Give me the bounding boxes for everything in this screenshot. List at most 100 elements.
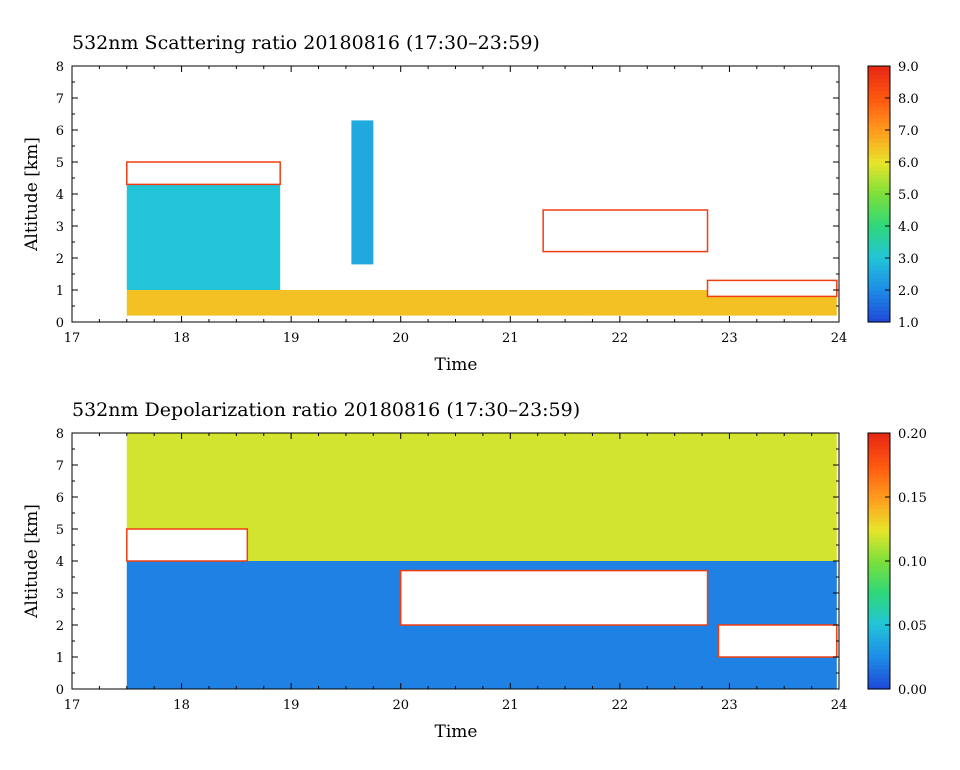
colorbar-swatch: [868, 669, 890, 674]
depolarization-plot-area: [126, 433, 838, 689]
colorbar-swatch: [868, 657, 890, 662]
colorbar-swatch: [868, 142, 890, 147]
y-tick-label: 5: [56, 156, 64, 171]
colorbar-swatch: [868, 222, 890, 227]
colorbar-swatch: [868, 74, 890, 79]
y-tick-label: 1: [56, 651, 64, 666]
colorbar-swatch: [868, 138, 890, 143]
colorbar-swatch: [868, 290, 890, 295]
colorbar-swatch: [868, 114, 890, 119]
colorbar-swatch: [868, 653, 890, 658]
colorbar-swatch: [868, 210, 890, 215]
colorbar-tick-label: 2.0: [898, 284, 919, 299]
colorbar-swatch: [868, 665, 890, 670]
colorbar-swatch: [868, 310, 890, 315]
colorbar-swatch: [868, 645, 890, 650]
colorbar-swatch: [868, 166, 890, 171]
colorbar-swatch: [868, 198, 890, 203]
colorbar-tick-label: 8.0: [898, 92, 919, 107]
colorbar-swatch: [868, 569, 890, 574]
colorbar-swatch: [868, 541, 890, 546]
colorbar-swatch: [868, 537, 890, 542]
colorbar-swatch: [868, 585, 890, 590]
colorbar-swatch: [868, 521, 890, 526]
colorbar-swatch: [868, 489, 890, 494]
y-tick-label: 4: [56, 555, 64, 570]
colorbar-swatch: [868, 549, 890, 554]
colorbar-swatch: [868, 481, 890, 486]
colorbar-swatch: [868, 497, 890, 502]
y-tick-label: 0: [56, 683, 64, 698]
colorbar-swatch: [868, 441, 890, 446]
colorbar-tick-label: 5.0: [898, 188, 919, 203]
colorbar-swatch: [868, 66, 890, 71]
colorbar-swatch: [868, 94, 890, 99]
colorbar-tick-label: 6.0: [898, 156, 919, 171]
colorbar-swatch: [868, 90, 890, 95]
colorbar-swatch: [868, 649, 890, 654]
colorbar-swatch: [868, 561, 890, 566]
colorbar-swatch: [868, 457, 890, 462]
colorbar-swatch: [868, 513, 890, 518]
colorbar-swatch: [868, 605, 890, 610]
heatmap-region-edge: [542, 209, 709, 253]
colorbar-swatch: [868, 597, 890, 602]
colorbar-tick-label: 3.0: [898, 252, 919, 267]
heatmap-region-edge: [126, 528, 249, 562]
y-tick-label: 7: [56, 92, 64, 107]
colorbar-swatch: [868, 637, 890, 642]
colorbar-swatch: [868, 493, 890, 498]
heatmap-region-cloud-layer: [126, 162, 281, 185]
colorbar-tick-label: 9.0: [898, 60, 919, 75]
colorbar-swatch: [868, 449, 890, 454]
depolarization-xlabel: Time: [435, 722, 478, 742]
colorbar-swatch: [868, 533, 890, 538]
colorbar-swatch: [868, 70, 890, 75]
colorbar-swatch: [868, 246, 890, 251]
colorbar-swatch: [868, 306, 890, 311]
scattering-colorbar: 1.0 2.0 3.0 4.0 5.0 6.0 7.0 8.0 9.0: [867, 60, 919, 331]
colorbar-swatch: [868, 134, 890, 139]
colorbar-tick-label: 4.0: [898, 220, 919, 235]
colorbar-swatch: [868, 154, 890, 159]
depolarization-colorbar: 0.00 0.05 0.10 0.15 0.20: [867, 427, 927, 698]
colorbar-swatch: [868, 242, 890, 247]
y-tick-label: 2: [56, 252, 64, 267]
colorbar-swatch: [868, 677, 890, 682]
scattering-plot-area: [126, 120, 838, 316]
heatmap-region-cloud-layer: [718, 625, 837, 657]
colorbar-swatch: [868, 465, 890, 470]
colorbar-swatch: [868, 270, 890, 275]
colorbar-swatch: [868, 218, 890, 223]
scattering-ratio-panel: 532nm Scattering ratio 20180816 (17:30–2…: [22, 32, 919, 375]
colorbar-swatch: [868, 258, 890, 263]
colorbar-swatch: [868, 545, 890, 550]
colorbar-swatch: [868, 529, 890, 534]
y-tick-label: 4: [56, 188, 64, 203]
colorbar-swatch: [868, 226, 890, 231]
colorbar-swatch: [868, 254, 890, 259]
colorbar-swatch: [868, 102, 890, 107]
x-tick-label: 20: [392, 331, 409, 346]
x-tick-label: 23: [721, 698, 738, 713]
y-tick-label: 6: [56, 124, 64, 139]
colorbar-swatch: [868, 685, 890, 690]
colorbar-swatch: [868, 517, 890, 522]
x-tick-label: 22: [612, 698, 629, 713]
colorbar-swatch: [868, 617, 890, 622]
x-tick-label: 18: [173, 698, 190, 713]
x-tick-label: 19: [283, 698, 300, 713]
x-tick-label: 21: [502, 698, 519, 713]
colorbar-swatch: [868, 118, 890, 123]
x-tick-label: 20: [392, 698, 409, 713]
colorbar-swatch: [868, 274, 890, 279]
scattering-title: 532nm Scattering ratio 20180816 (17:30–2…: [72, 32, 540, 54]
y-tick-label: 0: [56, 316, 64, 331]
colorbar-swatch: [868, 601, 890, 606]
colorbar-swatch: [868, 150, 890, 155]
colorbar-swatch: [868, 613, 890, 618]
colorbar-swatch: [868, 78, 890, 83]
x-tick-label: 17: [64, 698, 81, 713]
colorbar-swatch: [868, 122, 890, 127]
y-tick-label: 7: [56, 459, 64, 474]
